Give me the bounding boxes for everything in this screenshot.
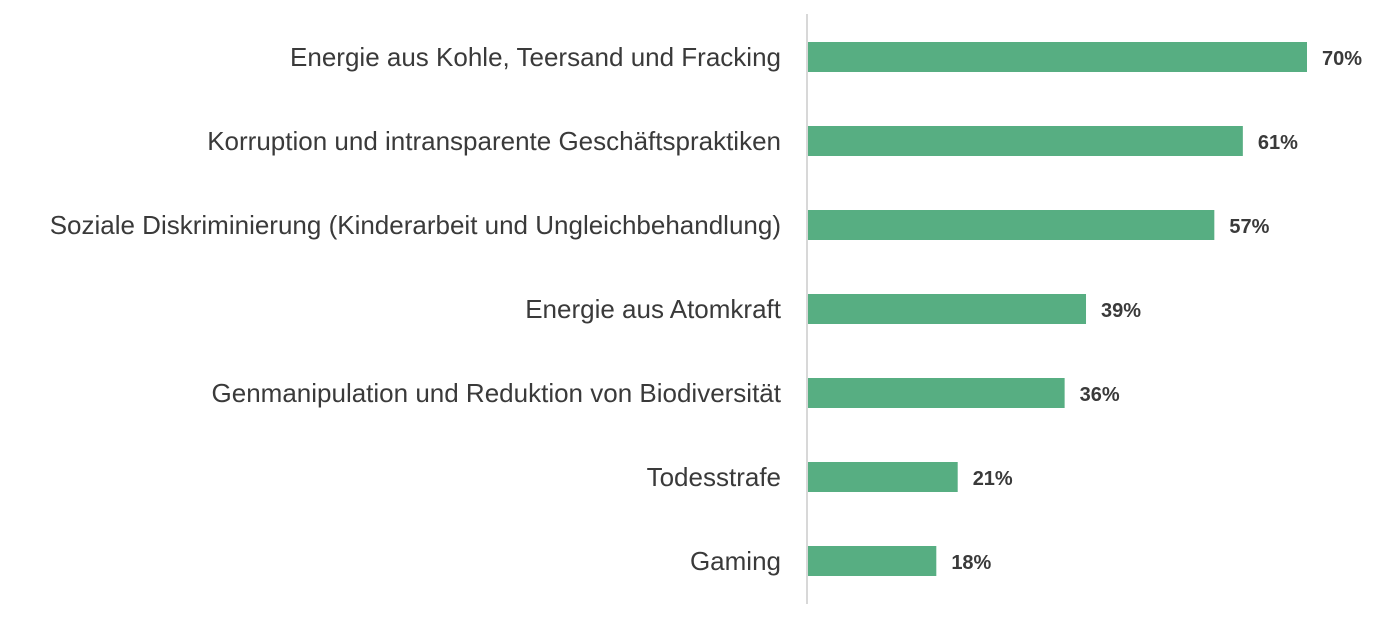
value-label: 39% [1101,300,1141,322]
bar [808,378,1065,408]
category-labels: Energie aus Kohle, Teersand und Fracking… [50,42,782,576]
bar [808,42,1307,72]
bar [808,210,1215,240]
bar [808,126,1243,156]
value-label: 70% [1322,48,1362,70]
value-label: 36% [1080,384,1120,406]
value-label: 18% [951,552,991,574]
category-label: Genmanipulation und Reduktion von Biodiv… [212,378,782,408]
bar [808,546,937,576]
category-label: Energie aus Kohle, Teersand und Fracking [290,42,781,72]
bar [808,462,958,492]
category-label: Soziale Diskriminierung (Kinderarbeit un… [50,210,781,240]
value-labels: 70% 61% 57% 39% 36% 21% 18% [951,48,1362,574]
category-label: Todesstrafe [647,462,781,492]
category-label: Gaming [690,546,781,576]
category-label: Korruption und intransparente Geschäftsp… [207,126,781,156]
bars [808,42,1307,576]
value-label: 21% [973,468,1013,490]
bar [808,294,1087,324]
value-label: 57% [1229,216,1269,238]
value-label: 61% [1258,132,1298,154]
category-label: Energie aus Atomkraft [525,294,782,324]
